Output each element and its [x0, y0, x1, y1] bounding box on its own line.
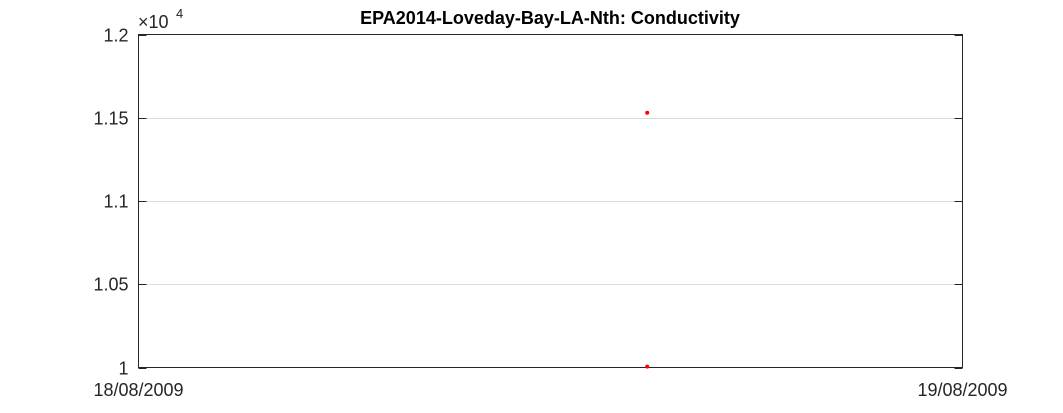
y-tick-label: 1.1	[103, 192, 128, 212]
data-point	[645, 110, 650, 115]
chart-title: EPA2014-Loveday-Bay-LA-Nth: Conductivity	[360, 8, 740, 28]
x-tick-label: 19/08/2009	[917, 380, 1007, 400]
grid-layer	[138, 118, 963, 285]
tick-layer	[138, 34, 963, 369]
y-tick-label: 1.2	[103, 26, 128, 46]
y-tick-label: 1.05	[93, 275, 128, 295]
y-axis-exponent-base: ×10	[138, 12, 169, 32]
y-axis-labels: 1 1.05 1.1 1.15 1.2	[93, 26, 128, 379]
y-tick-label: 1.15	[93, 109, 128, 129]
x-tick-label: 18/08/2009	[93, 380, 183, 400]
y-axis-exponent: ×10 4	[138, 6, 183, 32]
data-points	[645, 110, 650, 369]
x-axis-labels: 18/08/2009 19/08/2009	[93, 380, 1007, 400]
y-tick-label: 1	[118, 359, 128, 379]
y-axis-exponent-power: 4	[176, 6, 183, 21]
data-point	[645, 364, 650, 369]
